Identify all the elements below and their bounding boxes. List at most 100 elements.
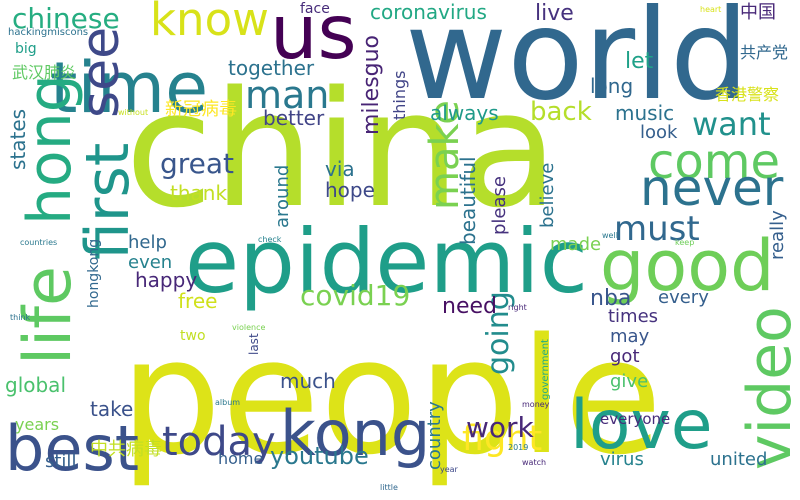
cloud-word-keep: keep <box>675 238 694 247</box>
cloud-word-going: going <box>481 291 516 375</box>
cloud-word-together: together <box>228 56 315 80</box>
cloud-word-man: man <box>245 73 329 117</box>
cloud-word-heart: heart <box>700 5 721 14</box>
cloud-word-country: country <box>424 401 445 470</box>
cloud-word-kong: kong <box>280 397 430 470</box>
cloud-word-china: china <box>125 56 558 243</box>
cloud-word-always: always <box>430 101 499 125</box>
cloud-word-give: give <box>610 371 648 392</box>
cloud-word-hongkong: hongkong <box>86 239 102 308</box>
cloud-word-without: without <box>118 108 148 117</box>
cloud-word-great: great <box>160 147 234 180</box>
cloud-word-hong: hong <box>15 74 85 225</box>
cloud-word-help: help <box>128 232 167 253</box>
cloud-word-united: united <box>710 449 767 470</box>
cloud-word-check: check <box>258 235 282 244</box>
cloud-word-work: work <box>466 411 535 444</box>
cloud-word-virus: virus <box>600 449 644 470</box>
cloud-word-today: today <box>162 419 276 465</box>
cloud-word-big: big <box>15 41 37 57</box>
cloud-word-little: little <box>380 483 398 492</box>
cloud-word-around: around <box>272 165 293 228</box>
cloud-word-chinese: chinese <box>12 2 120 35</box>
cloud-word-music: music <box>615 101 674 125</box>
cloud-word-epidemic: epidemic <box>185 210 588 313</box>
cloud-word-never: never <box>640 159 784 217</box>
cloud-word-home: home <box>218 449 263 468</box>
cloud-word-time: time <box>50 47 208 129</box>
cloud-word-everyone: everyone <box>600 410 670 428</box>
cloud-word-make: make <box>422 100 468 210</box>
cloud-word-please: please <box>489 176 510 235</box>
cloud-word-come: come <box>648 134 780 190</box>
cloud-word-live: live <box>535 1 574 26</box>
cloud-word-beautiful: beautiful <box>456 156 480 245</box>
cloud-word-coronavirus: coronavirus <box>370 0 487 24</box>
cloud-word-hope: hope <box>325 178 375 202</box>
cloud-word-good: good <box>600 225 775 307</box>
cloud-word-cjk-99: 香港警察 <box>715 85 779 104</box>
cloud-word-need: need <box>442 294 497 319</box>
cloud-word-people: people <box>120 303 662 490</box>
cloud-word-right: right <box>508 303 527 312</box>
cloud-word-milesguo: milesguo <box>359 35 384 135</box>
cloud-word-every: every <box>658 287 709 308</box>
cloud-word-cjk-97: 新冠病毒 <box>165 99 237 120</box>
cloud-word-let: let <box>625 49 654 74</box>
cloud-word-us: us <box>270 0 357 76</box>
cloud-word-album: album <box>215 398 240 407</box>
cloud-word-world: world <box>405 0 749 128</box>
cloud-word-thank: thank <box>170 181 227 205</box>
cloud-word-want: want <box>692 105 771 143</box>
cloud-word-love: love <box>570 386 713 465</box>
cloud-word-know: know <box>150 0 269 46</box>
cloud-word-violence: violence <box>232 323 265 332</box>
cloud-word-face: face <box>300 1 330 17</box>
cloud-word-free: free <box>178 289 217 313</box>
cloud-word-cjk-98: 共产党 <box>740 43 788 62</box>
cloud-word-global: global <box>5 373 66 397</box>
cloud-word-cjk-95: 中国 <box>740 2 776 23</box>
cloud-word-things: things <box>390 71 409 121</box>
cloud-word-two: two <box>180 328 206 344</box>
cloud-word-times: times <box>608 306 658 327</box>
cloud-word-much: much <box>280 369 336 393</box>
cloud-word-nba: nba <box>590 286 631 311</box>
cloud-word-back: back <box>530 97 592 127</box>
cloud-word-got: got <box>610 346 640 367</box>
cloud-word-cjk-96: 武汉肺炎 <box>12 63 76 82</box>
cloud-word-may: may <box>610 326 650 347</box>
cloud-word-states: states <box>6 109 30 170</box>
cloud-word-see: see <box>71 27 131 118</box>
cloud-word-think: think <box>10 313 31 322</box>
cloud-word-countries: countries <box>20 238 57 247</box>
cloud-word-happy: happy <box>135 268 197 292</box>
cloud-word-youtube: youtube <box>270 442 369 470</box>
cloud-word-must: must <box>614 209 700 249</box>
cloud-word-first: first <box>73 143 143 260</box>
cloud-word-still: still <box>45 451 76 472</box>
cloud-word-fight: fight <box>462 419 542 459</box>
cloud-word-long: long <box>590 74 633 98</box>
cloud-word-covid19: covid19 <box>300 279 410 312</box>
cloud-word-cjk-100: 中共病毒 <box>90 439 162 460</box>
cloud-word-life: life <box>11 266 86 365</box>
cloud-word-years: years <box>15 415 59 434</box>
cloud-word-well: well <box>602 231 618 240</box>
cloud-word-money: money <box>522 400 550 409</box>
cloud-word-made: made <box>550 234 601 255</box>
cloud-word-take: take <box>90 397 133 421</box>
cloud-word-look: look <box>640 122 678 143</box>
cloud-word-last: last <box>247 333 261 355</box>
cloud-word-watch: watch <box>522 458 546 467</box>
cloud-word-2019: 2019 <box>508 443 528 452</box>
cloud-word-video: video <box>735 306 800 470</box>
cloud-word-even: even <box>128 252 172 273</box>
cloud-word-believe: believe <box>537 163 558 228</box>
cloud-word-really: really <box>767 210 788 260</box>
cloud-word-via: via <box>325 157 355 181</box>
cloud-word-government: government <box>540 339 551 400</box>
cloud-word-hackingmiscons: hackingmiscons <box>8 27 88 38</box>
